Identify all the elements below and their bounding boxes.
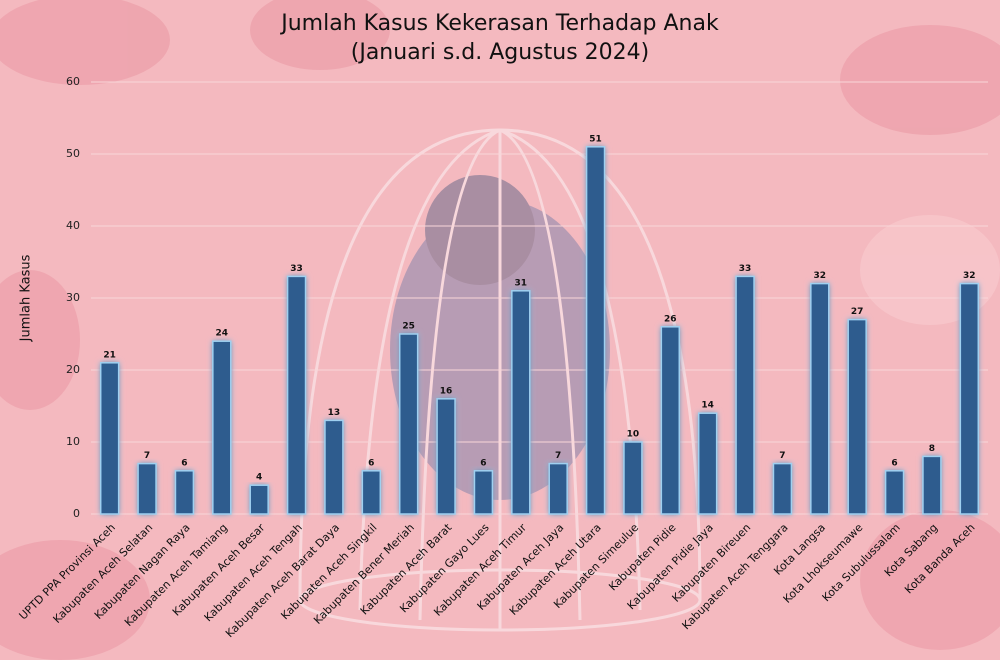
value-label: 33 — [290, 264, 303, 274]
bar — [884, 470, 905, 515]
value-label: 25 — [402, 322, 415, 332]
value-label: 4 — [256, 473, 262, 483]
bar — [511, 290, 531, 515]
bar — [473, 470, 494, 515]
cage-base — [298, 568, 702, 632]
hand-shape — [0, 270, 80, 410]
bar — [361, 470, 382, 515]
y-tick-label: 0 — [73, 507, 80, 520]
value-label: 14 — [701, 401, 714, 411]
bar — [585, 146, 606, 515]
y-tick-label: 50 — [66, 147, 80, 160]
value-label: 8 — [929, 444, 935, 454]
chart-title: Jumlah Kasus Kekerasan Terhadap Anak — [279, 11, 719, 36]
hand-shape — [840, 25, 1000, 135]
hand-shape — [860, 510, 1000, 650]
value-label: 32 — [814, 271, 827, 281]
hand-shape — [0, 540, 150, 660]
value-label: 51 — [589, 134, 602, 144]
value-label: 27 — [851, 307, 864, 317]
hand-shape — [0, 0, 170, 85]
bar — [810, 282, 830, 515]
value-label: 6 — [891, 458, 897, 468]
bar — [174, 470, 195, 515]
hand-shape — [250, 0, 390, 70]
value-label: 16 — [440, 386, 453, 396]
bar — [959, 282, 980, 515]
y-tick-label: 20 — [66, 363, 80, 376]
value-label: 7 — [779, 451, 785, 461]
value-label: 6 — [368, 458, 374, 468]
y-tick-label: 30 — [66, 291, 80, 304]
value-label: 7 — [144, 451, 150, 461]
value-label: 6 — [480, 458, 486, 468]
bar — [922, 455, 942, 515]
bar — [623, 441, 643, 515]
bar — [137, 462, 157, 515]
value-label: 31 — [515, 278, 528, 288]
bar — [249, 484, 269, 515]
value-label: 32 — [963, 271, 976, 281]
chart-subtitle: (Januari s.d. Agustus 2024) — [351, 40, 650, 65]
value-label: 7 — [555, 451, 561, 461]
cage-bars — [358, 128, 642, 630]
y-tick-label: 10 — [66, 435, 80, 448]
bar — [660, 326, 681, 515]
y-tick-label: 60 — [66, 75, 80, 88]
value-label: 6 — [181, 458, 187, 468]
bar — [735, 275, 755, 515]
y-tick-label: 40 — [66, 219, 80, 232]
value-label: 33 — [739, 264, 752, 274]
value-label: 24 — [216, 329, 229, 339]
bar — [286, 275, 307, 515]
bar — [212, 340, 232, 515]
bar — [436, 398, 456, 515]
value-label: 10 — [627, 430, 640, 440]
bar — [398, 333, 419, 515]
bar — [847, 318, 867, 515]
value-label: 26 — [664, 314, 677, 324]
figure-head — [425, 175, 535, 285]
bar — [548, 462, 568, 515]
bar — [99, 362, 120, 515]
y-axis-label: Jumlah Kasus — [19, 254, 34, 342]
bar — [772, 462, 793, 515]
bar — [697, 412, 718, 515]
value-label: 13 — [328, 408, 341, 418]
value-label: 21 — [103, 350, 116, 360]
bar — [324, 419, 344, 515]
